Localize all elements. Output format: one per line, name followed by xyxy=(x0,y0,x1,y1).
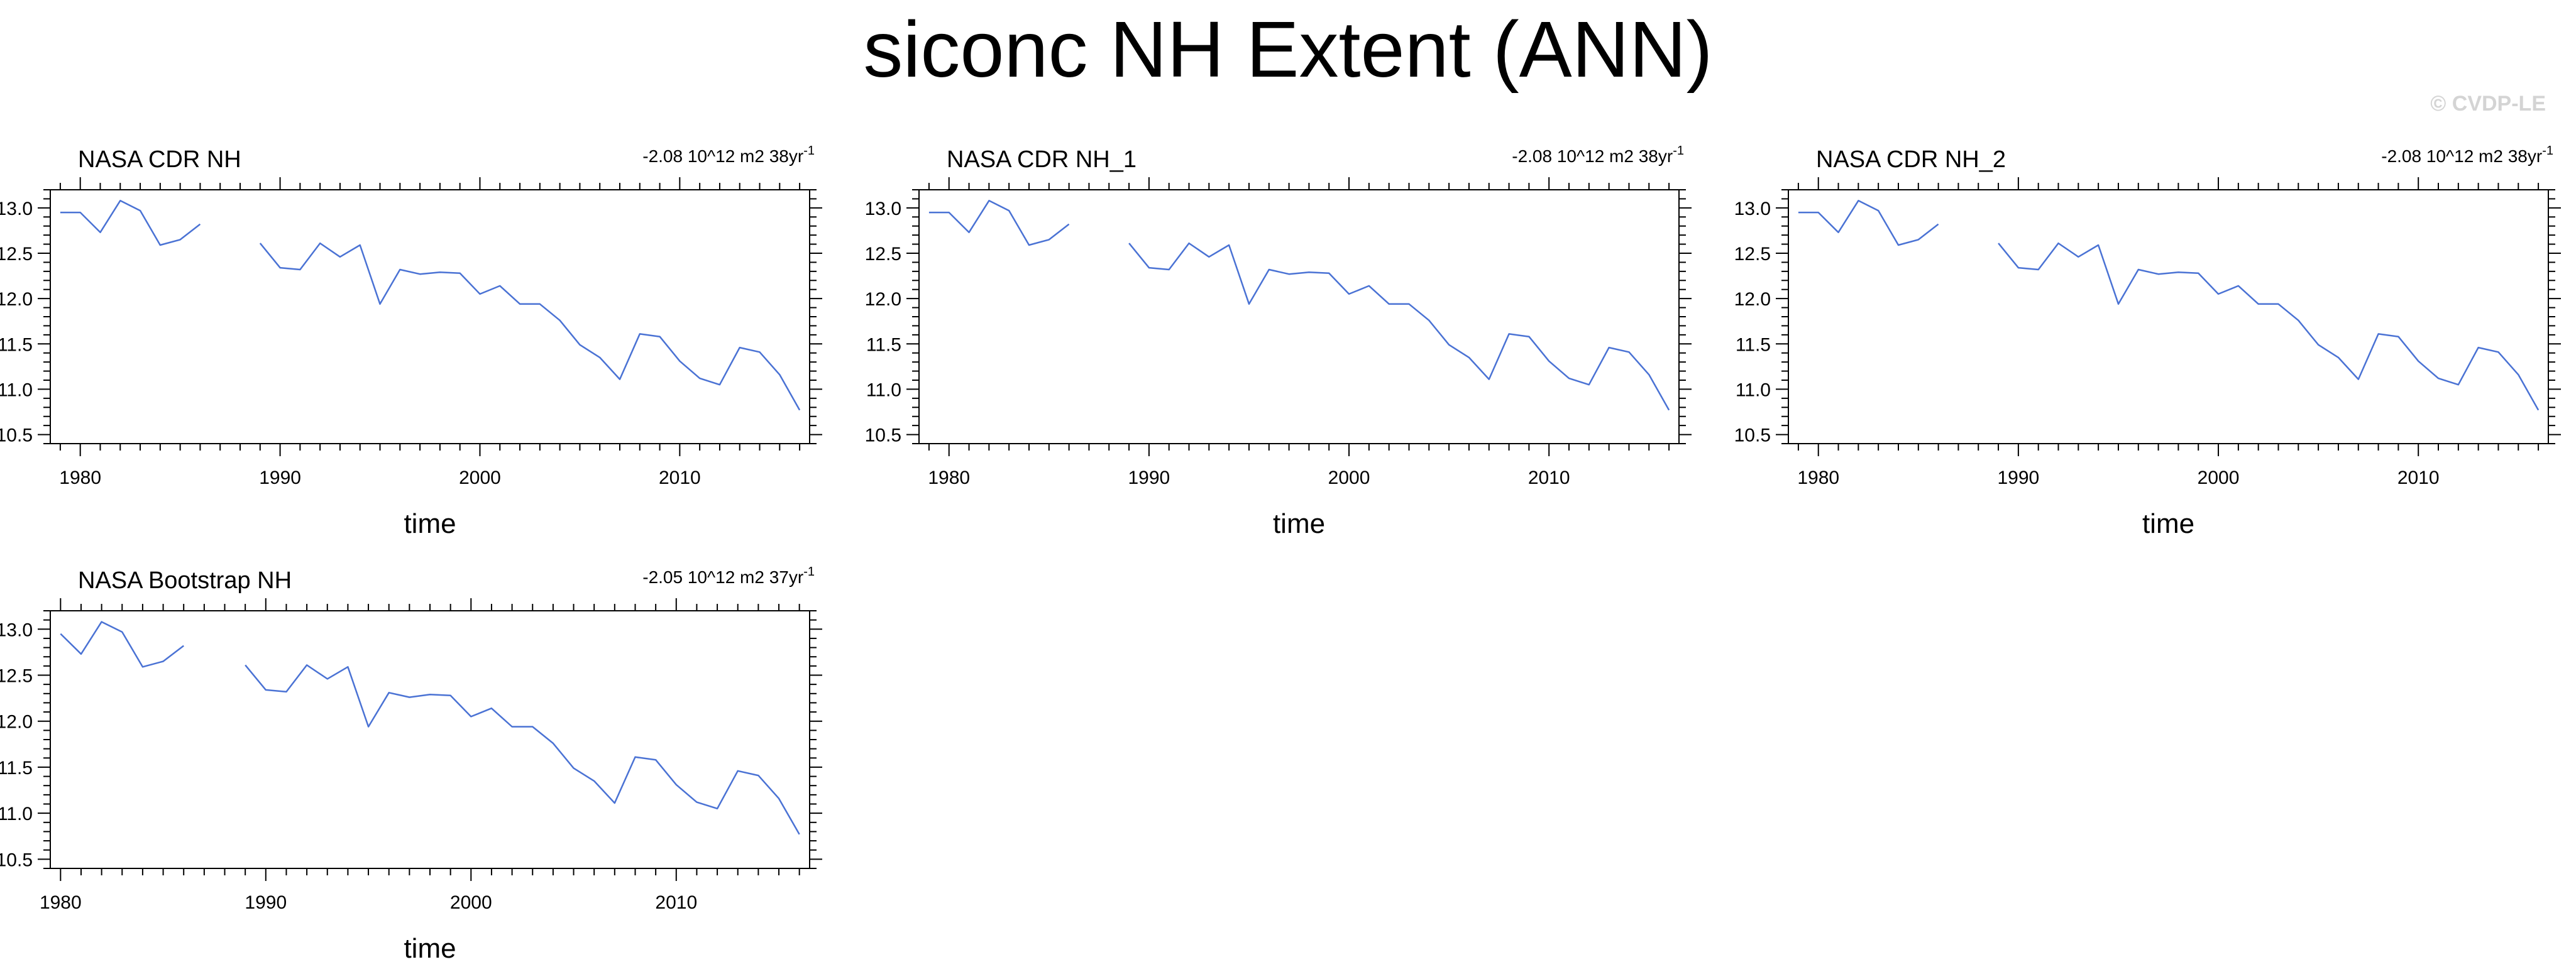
panel-title: NASA CDR NH xyxy=(78,146,241,173)
series-line xyxy=(1798,200,1939,246)
x-tick-label: 1980 xyxy=(59,468,101,488)
x-tick-label: 2000 xyxy=(2198,468,2240,488)
plot-frame xyxy=(50,189,810,444)
y-tick-label: 10.5 xyxy=(0,425,33,446)
x-axis-label: time xyxy=(404,933,456,964)
x-tick-label: 2000 xyxy=(450,892,492,913)
panel-title: NASA Bootstrap NH xyxy=(78,567,292,594)
y-tick-label: 11.5 xyxy=(0,758,33,779)
watermark: © CVDP-LE xyxy=(2430,92,2546,116)
y-tick-label: 11.5 xyxy=(1736,334,1771,355)
y-tick-label: 11.0 xyxy=(1736,380,1771,400)
y-tick-label: 11.5 xyxy=(866,334,901,355)
x-tick-label: 1990 xyxy=(1128,468,1170,488)
y-tick-label: 12.0 xyxy=(0,289,33,310)
x-tick-label: 1990 xyxy=(1998,468,2040,488)
panels-group: NASA CDR NH -2.08 10^12 m2 38yr-1 10.5 11.0… xyxy=(0,144,2561,964)
y-tick-label: 10.5 xyxy=(0,850,33,870)
plot-frame xyxy=(1788,189,2549,444)
y-tick-label: 12.5 xyxy=(865,244,901,265)
x-tick-label: 2010 xyxy=(655,892,697,913)
x-tick-label: 1980 xyxy=(40,892,82,913)
y-tick-label: 12.0 xyxy=(1734,289,1771,310)
y-tick-label: 13.0 xyxy=(1734,199,1771,219)
y-tick-label: 12.5 xyxy=(0,666,33,687)
x-tick-label: 1980 xyxy=(928,468,970,488)
y-tick-label: 12.5 xyxy=(1734,244,1771,265)
y-tick-label: 11.0 xyxy=(0,804,33,824)
figure-title: siconc NH Extent (ANN) xyxy=(863,5,1712,94)
chart-panel: NASA CDR NH_2 -2.08 10^12 m2 38yr-1 10.5 11… xyxy=(1734,144,2561,539)
plot-frame xyxy=(918,189,1680,444)
x-tick-label: 2000 xyxy=(1328,468,1370,488)
y-tick-label: 13.0 xyxy=(0,199,33,219)
chart-panel: NASA Bootstrap NH -2.05 10^12 m2 37yr-1 10… xyxy=(0,565,822,964)
x-tick-label: 1990 xyxy=(259,468,301,488)
series-line xyxy=(928,200,1070,246)
trend-label: -2.08 10^12 m2 38yr-1 xyxy=(642,144,815,166)
y-tick-label: 11.0 xyxy=(866,380,901,400)
x-tick-label: 2010 xyxy=(1528,468,1570,488)
series-line xyxy=(1998,242,2540,411)
x-tick-label: 2010 xyxy=(659,468,701,488)
trend-label: -2.08 10^12 m2 38yr-1 xyxy=(1512,144,1684,166)
x-axis-label: time xyxy=(2142,508,2194,539)
y-tick-label: 13.0 xyxy=(0,620,33,640)
chart-panel: NASA CDR NH_1 -2.08 10^12 m2 38yr-1 10.5 11… xyxy=(865,144,1692,539)
series-line xyxy=(60,621,184,668)
panel-title: NASA CDR NH_2 xyxy=(1816,146,2006,173)
y-tick-label: 11.5 xyxy=(0,334,33,355)
y-tick-label: 12.5 xyxy=(0,244,33,265)
y-tick-label: 12.0 xyxy=(0,712,33,733)
series-line xyxy=(60,200,201,246)
panel-title: NASA CDR NH_1 xyxy=(947,146,1137,173)
x-axis-label: time xyxy=(1273,508,1325,539)
y-tick-label: 13.0 xyxy=(865,199,901,219)
y-tick-label: 10.5 xyxy=(865,425,901,446)
x-tick-label: 1980 xyxy=(1797,468,1839,488)
series-line xyxy=(259,242,801,411)
series-line xyxy=(1128,242,1670,411)
chart-panel: NASA CDR NH -2.08 10^12 m2 38yr-1 10.5 11.0… xyxy=(0,144,822,539)
y-tick-label: 10.5 xyxy=(1734,425,1771,446)
y-tick-label: 11.0 xyxy=(0,380,33,400)
x-tick-label: 2010 xyxy=(2397,468,2440,488)
trend-label: -2.05 10^12 m2 37yr-1 xyxy=(642,565,815,587)
series-line xyxy=(245,664,800,835)
x-axis-label: time xyxy=(404,508,456,539)
y-tick-label: 12.0 xyxy=(865,289,901,310)
trend-label: -2.08 10^12 m2 38yr-1 xyxy=(2381,144,2553,166)
plot-frame xyxy=(50,610,810,869)
x-tick-label: 1990 xyxy=(245,892,287,913)
x-tick-label: 2000 xyxy=(459,468,501,488)
